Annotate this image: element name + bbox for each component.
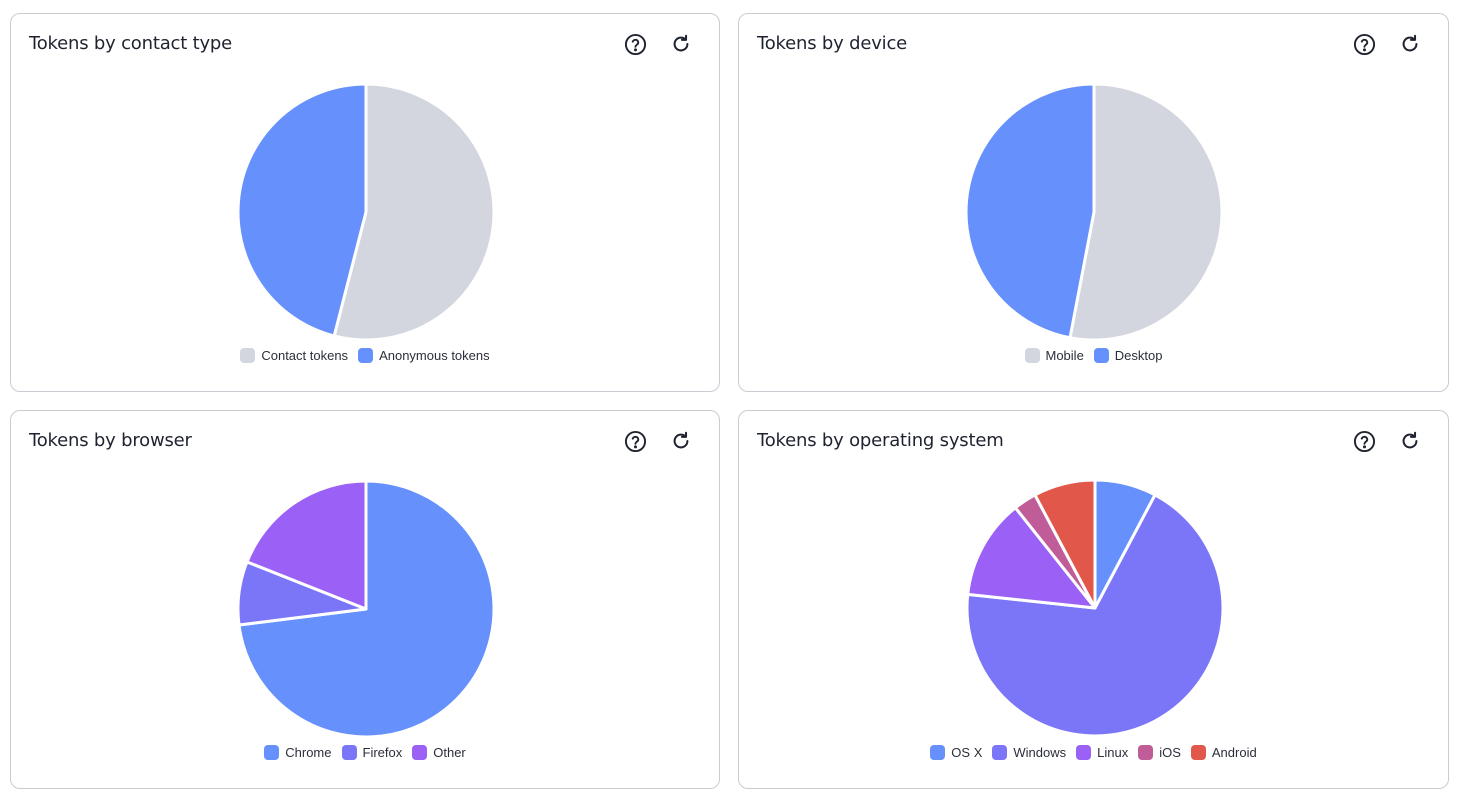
legend-label: Android xyxy=(1211,745,1257,760)
card-contact-type: Tokens by contact type Contact tokens Ano… xyxy=(10,13,720,392)
card-title: Tokens by browser xyxy=(29,430,192,451)
card-title: Tokens by device xyxy=(757,33,908,54)
help-circle-icon xyxy=(1353,430,1375,452)
legend-label: Mobile xyxy=(1045,348,1084,363)
refresh-icon xyxy=(673,431,689,449)
legend-item-ios[interactable]: iOS xyxy=(1138,745,1181,760)
card-browser: Tokens by browser Chrome Firefox Other xyxy=(10,410,720,789)
legend-swatch xyxy=(358,348,374,363)
legend: OS X Windows Linux iOS Android xyxy=(739,745,1448,760)
legend-label: Desktop xyxy=(1114,348,1163,363)
legend-swatch xyxy=(992,745,1008,760)
legend-item-desktop[interactable]: Desktop xyxy=(1093,348,1163,363)
card-operating-system: Tokens by operating system OS X Windows Li… xyxy=(738,410,1449,789)
legend-item-other[interactable]: Other xyxy=(412,745,466,760)
legend: Contact tokens Anonymous tokens xyxy=(11,348,719,363)
legend-label: Other xyxy=(433,745,466,760)
legend-swatch xyxy=(240,348,256,363)
legend-item-linux[interactable]: Linux xyxy=(1076,745,1128,760)
help-button[interactable] xyxy=(1352,429,1376,453)
refresh-icon xyxy=(1402,431,1418,449)
legend-label: Firefox xyxy=(362,745,403,760)
legend-item-android[interactable]: Android xyxy=(1190,745,1257,760)
pie-slice-linux[interactable] xyxy=(966,506,1097,610)
legend-item-firefox[interactable]: Firefox xyxy=(341,745,403,760)
legend: Mobile Desktop xyxy=(739,348,1448,363)
legend-swatch xyxy=(1076,745,1092,760)
pie-slice-mobile[interactable] xyxy=(1068,82,1224,342)
legend-item-windows[interactable]: Windows xyxy=(992,745,1066,760)
legend-label: OS X xyxy=(951,745,983,760)
card-actions xyxy=(1352,32,1422,56)
card-actions xyxy=(623,32,693,56)
legend-label: Anonymous tokens xyxy=(379,348,490,363)
pie-chart xyxy=(236,479,496,739)
pie-slice-contact-tokens[interactable] xyxy=(332,82,496,342)
pie-slice-other[interactable] xyxy=(245,479,368,611)
card-actions xyxy=(1352,429,1422,453)
pie-slice-android[interactable] xyxy=(1033,478,1097,610)
legend-swatch xyxy=(1190,745,1206,760)
legend-swatch xyxy=(1024,348,1040,363)
legend-label: Linux xyxy=(1097,745,1129,760)
help-circle-icon xyxy=(624,430,646,452)
help-circle-icon xyxy=(1353,33,1375,55)
legend-swatch xyxy=(930,745,946,760)
help-circle-icon xyxy=(624,33,646,55)
legend-item-mobile[interactable]: Mobile xyxy=(1024,348,1084,363)
card-actions xyxy=(623,429,693,453)
legend: Chrome Firefox Other xyxy=(11,745,719,760)
legend-item-os-x[interactable]: OS X xyxy=(930,745,982,760)
refresh-button[interactable] xyxy=(1398,429,1422,453)
pie-slice-windows[interactable] xyxy=(965,493,1225,738)
legend-item-anonymous-tokens[interactable]: Anonymous tokens xyxy=(358,348,490,363)
pie-slice-desktop[interactable] xyxy=(964,82,1096,340)
legend-swatch xyxy=(1093,348,1109,363)
card-title: Tokens by contact type xyxy=(29,33,233,54)
refresh-icon xyxy=(1402,34,1418,52)
legend-swatch xyxy=(1138,745,1154,760)
refresh-icon xyxy=(673,34,689,52)
legend-item-chrome[interactable]: Chrome xyxy=(264,745,332,760)
legend-swatch xyxy=(412,745,428,760)
help-button[interactable] xyxy=(623,429,647,453)
legend-label: Chrome xyxy=(285,745,332,760)
refresh-button[interactable] xyxy=(669,429,693,453)
legend-label: Windows xyxy=(1013,745,1067,760)
pie-chart xyxy=(964,82,1224,342)
refresh-button[interactable] xyxy=(669,32,693,56)
legend-item-contact-tokens[interactable]: Contact tokens xyxy=(240,348,348,363)
pie-slice-anonymous-tokens[interactable] xyxy=(236,82,368,338)
help-button[interactable] xyxy=(1352,32,1376,56)
legend-label: Contact tokens xyxy=(261,348,349,363)
pie-chart xyxy=(236,82,496,342)
refresh-button[interactable] xyxy=(1398,32,1422,56)
legend-swatch xyxy=(264,745,280,760)
legend-label: iOS xyxy=(1159,745,1181,760)
card-title: Tokens by operating system xyxy=(757,430,1004,451)
legend-swatch xyxy=(341,745,357,760)
help-button[interactable] xyxy=(623,32,647,56)
pie-chart xyxy=(965,478,1225,738)
card-device: Tokens by device Mobile Desktop xyxy=(738,13,1449,392)
